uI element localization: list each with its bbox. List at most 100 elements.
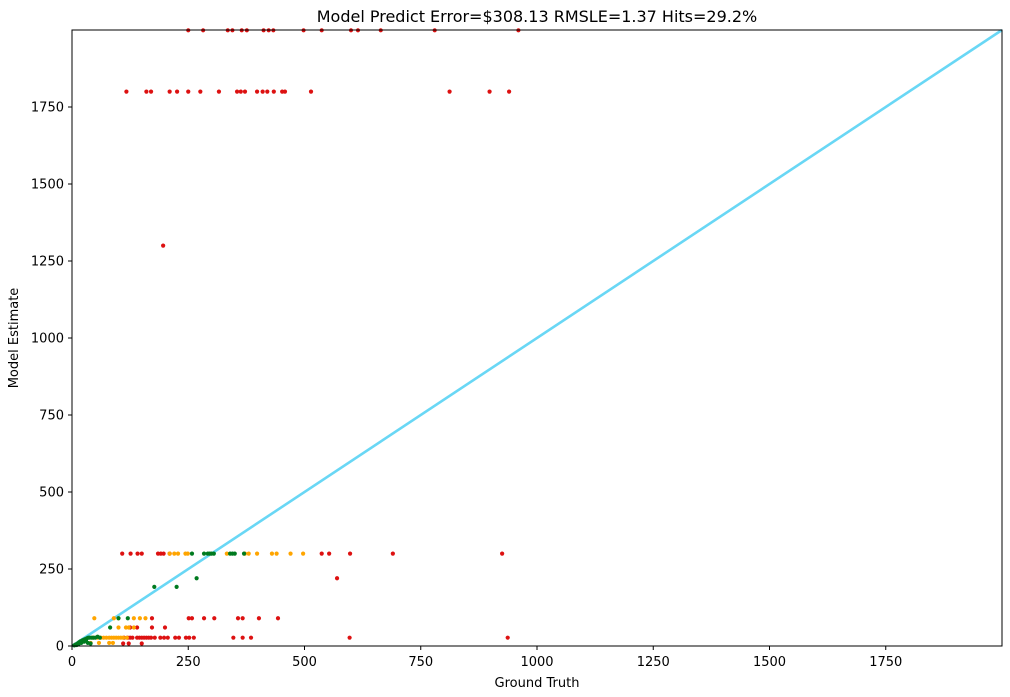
x-tick-label: 750 xyxy=(408,655,433,670)
points-layer xyxy=(72,28,521,648)
scatter-point-red xyxy=(235,616,241,621)
scatter-point-green xyxy=(201,551,207,556)
scatter-point-red xyxy=(189,616,195,621)
scatter-point-red xyxy=(308,89,314,94)
scatter-point-red xyxy=(120,551,125,556)
scatter-point-orange xyxy=(185,551,190,556)
scatter-point-orange xyxy=(172,551,177,556)
scatter-point-green xyxy=(108,625,113,630)
scatter-point-red xyxy=(161,243,166,248)
y-tick-label: 250 xyxy=(39,563,64,578)
scatter-point-orange xyxy=(116,625,121,630)
x-axis-label: Ground Truth xyxy=(495,676,580,691)
scatter-point-red xyxy=(158,635,163,640)
scatter-point-red xyxy=(186,89,191,94)
scatter-point-red xyxy=(507,89,512,94)
scatter-point-red xyxy=(256,616,262,621)
scatter-point-red xyxy=(500,551,505,556)
scatter-point-red xyxy=(173,635,178,640)
scatter-point-red xyxy=(124,89,129,94)
scatter-point-red xyxy=(130,635,135,640)
scatter-point-red xyxy=(505,635,510,640)
scatter-point-red xyxy=(231,635,236,640)
y-tick-label: 1000 xyxy=(31,332,64,347)
scatter-point-orange xyxy=(175,551,181,556)
scatter-point-green xyxy=(211,551,216,556)
chart-title: Model Predict Error=$308.13 RMSLE=1.37 H… xyxy=(317,7,758,26)
scatter-point-red xyxy=(149,625,155,630)
scatter-point-red xyxy=(271,89,276,94)
scatter-point-green xyxy=(88,641,93,646)
y-tick-label: 750 xyxy=(39,409,64,424)
scatter-point-orange xyxy=(167,551,172,556)
y-tick-label: 1750 xyxy=(31,101,64,116)
scatter-point-red xyxy=(390,551,395,556)
scatter-point-green xyxy=(152,584,157,589)
scatter-point-orange xyxy=(301,551,306,556)
scatter-point-red xyxy=(347,551,353,556)
scatter-point-red xyxy=(201,616,207,621)
scatter-point-orange xyxy=(107,640,112,646)
scatter-point-orange xyxy=(274,551,279,556)
scatter-point-orange xyxy=(131,625,136,630)
scatter-point-red xyxy=(176,635,182,640)
scatter-point-red xyxy=(487,89,492,94)
scatter-point-red xyxy=(152,635,157,640)
scatter-point-orange xyxy=(269,551,275,556)
y-tick-label: 500 xyxy=(39,486,64,501)
scatter-point-red xyxy=(260,89,265,94)
scatter-point-orange xyxy=(124,635,129,640)
scatter-point-red xyxy=(183,635,189,640)
x-tick-label: 500 xyxy=(292,655,317,670)
scatter-point-red xyxy=(347,635,352,640)
scatter-point-red xyxy=(238,89,243,94)
scatter-point-orange xyxy=(254,551,260,556)
scatter-point-red xyxy=(135,625,140,630)
scatter-point-green xyxy=(232,551,237,556)
scatter-point-red xyxy=(161,635,167,640)
scatter-point-red xyxy=(144,89,149,94)
diagonal-layer xyxy=(71,28,1003,648)
scatter-point-red xyxy=(148,635,154,640)
scatter-point-orange xyxy=(143,616,148,621)
scatter-point-red xyxy=(186,616,191,621)
scatter-point-red xyxy=(334,576,340,581)
scatter-point-red xyxy=(234,89,240,94)
scatter-point-orange xyxy=(111,616,116,621)
scatter-point-red xyxy=(254,89,260,94)
scatter-point-red xyxy=(148,89,154,94)
y-axis: 0 250 500 750 1000 1250 1500 1750 xyxy=(31,101,72,655)
scatter-point-red xyxy=(327,551,332,556)
scatter-point-red xyxy=(198,89,203,94)
scatter-point-red xyxy=(167,89,172,94)
scatter-point-orange xyxy=(96,640,102,646)
scatter-point-orange xyxy=(92,616,97,621)
scatter-point-orange xyxy=(110,640,116,646)
scatter-point-red xyxy=(275,616,281,621)
scatter-point-red xyxy=(240,635,245,640)
scatter-point-red xyxy=(174,89,180,94)
scatter-point-red xyxy=(162,625,168,630)
scatter-point-red xyxy=(121,641,126,646)
scatter-point-red xyxy=(139,641,144,646)
scatter-point-red xyxy=(165,635,170,640)
scatter-point-green xyxy=(194,576,199,581)
scatter-point-red xyxy=(128,551,133,556)
scatter-point-orange xyxy=(126,625,131,630)
scatter-point-red xyxy=(216,89,222,94)
x-tick-label: 1000 xyxy=(520,655,553,670)
x-axis: 0 250 500 750 1000 1250 1500 1750 xyxy=(68,646,902,670)
scatter-point-red xyxy=(319,551,324,556)
scatter-point-red xyxy=(242,89,248,94)
y-axis-label: Model Estimate xyxy=(7,288,22,389)
scatter-point-red xyxy=(139,551,144,556)
scatter-point-orange xyxy=(246,551,251,556)
scatter-point-red xyxy=(265,89,270,94)
scatter-point-orange xyxy=(288,551,293,556)
scatter-point-orange xyxy=(224,551,229,556)
x-tick-label: 250 xyxy=(176,655,201,670)
scatter-point-red xyxy=(126,641,131,646)
scatter-point-green xyxy=(174,584,179,589)
